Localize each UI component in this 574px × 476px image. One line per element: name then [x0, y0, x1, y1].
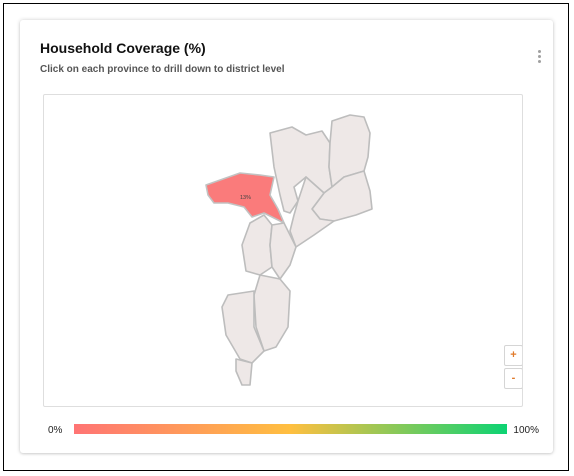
province-maputo[interactable] [235, 358, 253, 386]
household-coverage-card: Household Coverage (%) Click on each pro… [20, 20, 553, 453]
legend-max-label: 100% [513, 425, 539, 436]
province-zambezia[interactable] [289, 176, 335, 248]
mozambique-map[interactable]: 13% [44, 95, 523, 407]
card-subtitle: Click on each province to drill down to … [40, 64, 285, 75]
map-panel[interactable]: 13% + - [43, 94, 523, 407]
province-manica[interactable] [241, 214, 273, 276]
zoom-out-button[interactable]: - [504, 368, 522, 389]
screenshot-frame: Household Coverage (%) Click on each pro… [3, 3, 569, 471]
province-sofala[interactable] [269, 222, 297, 280]
legend-min-label: 0% [48, 425, 63, 436]
zoom-in-button[interactable]: + [504, 345, 522, 366]
province-tete[interactable] [205, 172, 285, 224]
card-title: Household Coverage (%) [40, 40, 206, 56]
more-options-kebab-icon[interactable] [535, 50, 543, 66]
legend-gradient-bar [74, 424, 507, 434]
region-value-label: 13% [240, 195, 251, 201]
